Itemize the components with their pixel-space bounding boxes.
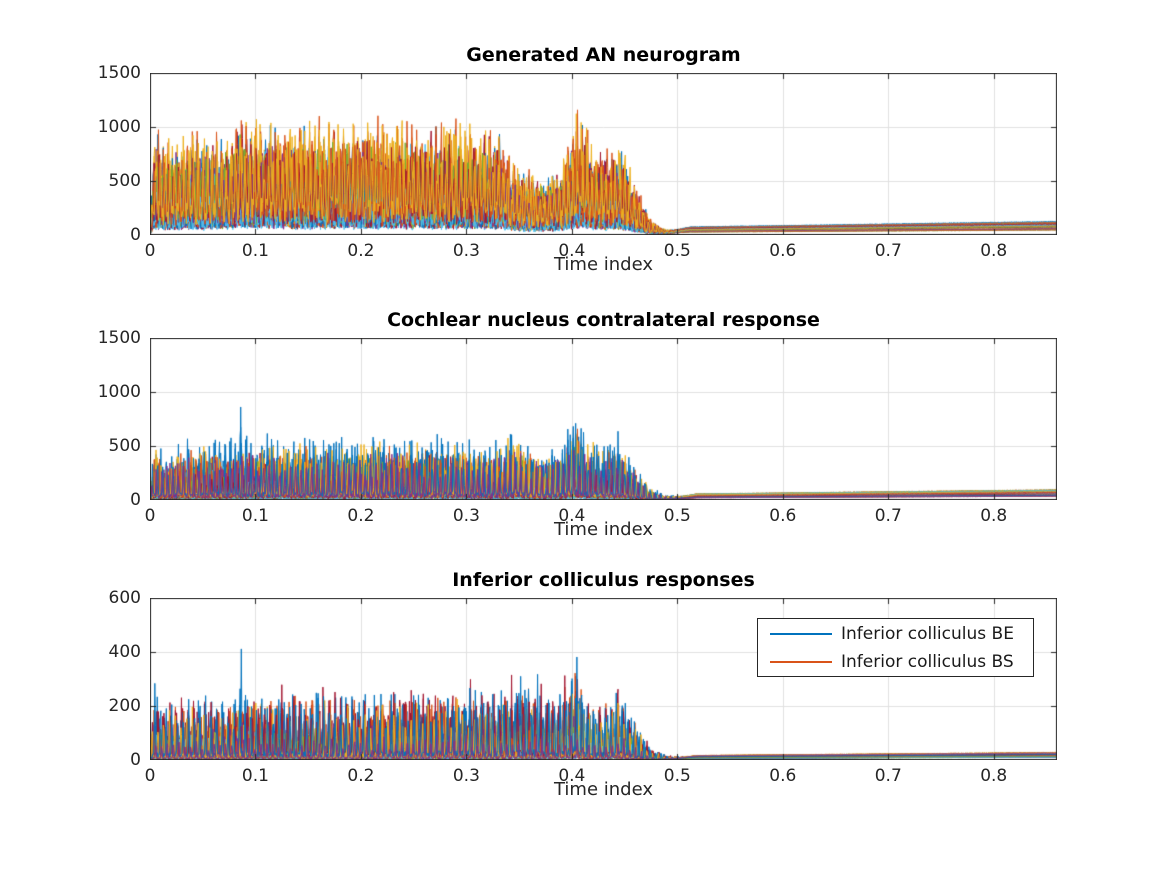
x-tick-label: 0.1: [241, 241, 269, 261]
x-tick-label: 0.7: [874, 766, 902, 786]
legend-line-swatch-bs: [770, 660, 832, 663]
x-tick-label: 0.2: [347, 241, 375, 261]
y-tick-label: 0: [130, 750, 141, 770]
subplot-1-title: Generated AN neurogram: [466, 44, 741, 66]
x-tick-label: 0.6: [769, 506, 797, 526]
x-tick-label: 0.4: [558, 241, 586, 261]
x-tick-label: 0.2: [347, 506, 375, 526]
x-tick-label: 0.3: [452, 766, 480, 786]
y-tick-label: 200: [108, 696, 141, 716]
x-tick-label: 0.6: [769, 241, 797, 261]
x-tick-label: 0.7: [874, 506, 902, 526]
y-tick-label: 400: [108, 642, 141, 662]
x-tick-label: 0.6: [769, 766, 797, 786]
x-tick-label: 0.5: [663, 766, 691, 786]
legend: Inferior colliculus BE Inferior collicul…: [757, 618, 1034, 677]
legend-label-be: Inferior colliculus BE: [841, 623, 1014, 644]
x-tick-label: 0.3: [452, 241, 480, 261]
x-tick-label: 0.5: [663, 241, 691, 261]
y-tick-label: 1500: [97, 63, 141, 83]
legend-label-bs: Inferior colliculus BS: [841, 651, 1014, 672]
subplot-3-title: Inferior colliculus responses: [452, 569, 755, 591]
y-tick-label: 500: [108, 436, 141, 456]
y-tick-label: 600: [108, 588, 141, 608]
legend-line-swatch-be: [770, 632, 832, 635]
y-tick-label: 500: [108, 171, 141, 191]
subplot-3-xlabel: Time index: [553, 779, 654, 800]
x-tick-label: 0.1: [241, 506, 269, 526]
y-tick-label: 0: [130, 225, 141, 245]
x-tick-label: 0.4: [558, 506, 586, 526]
x-tick-label: 0: [144, 241, 156, 261]
subplot-1-xlabel: Time index: [553, 254, 654, 275]
x-tick-label: 0.4: [558, 766, 586, 786]
legend-item: Inferior colliculus BE: [758, 623, 1033, 645]
x-tick-label: 0.7: [874, 241, 902, 261]
x-tick-label: 0.3: [452, 506, 480, 526]
y-tick-label: 0: [130, 490, 141, 510]
x-tick-label: 0.5: [663, 506, 691, 526]
subplot-1-plot-area: [150, 73, 1057, 235]
y-tick-label: 1000: [97, 117, 141, 137]
subplot-2-plot-area: [150, 338, 1057, 500]
x-tick-label: 0: [144, 766, 156, 786]
y-tick-label: 1500: [97, 328, 141, 348]
y-tick-label: 1000: [97, 382, 141, 402]
subplot-2-title: Cochlear nucleus contralateral response: [387, 309, 820, 331]
x-tick-label: 0.1: [241, 766, 269, 786]
x-tick-label: 0.8: [980, 506, 1008, 526]
x-tick-label: 0.2: [347, 766, 375, 786]
legend-item: Inferior colliculus BS: [758, 651, 1033, 673]
x-tick-label: 0: [144, 506, 156, 526]
x-tick-label: 0.8: [980, 766, 1008, 786]
subplot-2-xlabel: Time index: [553, 519, 654, 540]
x-tick-label: 0.8: [980, 241, 1008, 261]
